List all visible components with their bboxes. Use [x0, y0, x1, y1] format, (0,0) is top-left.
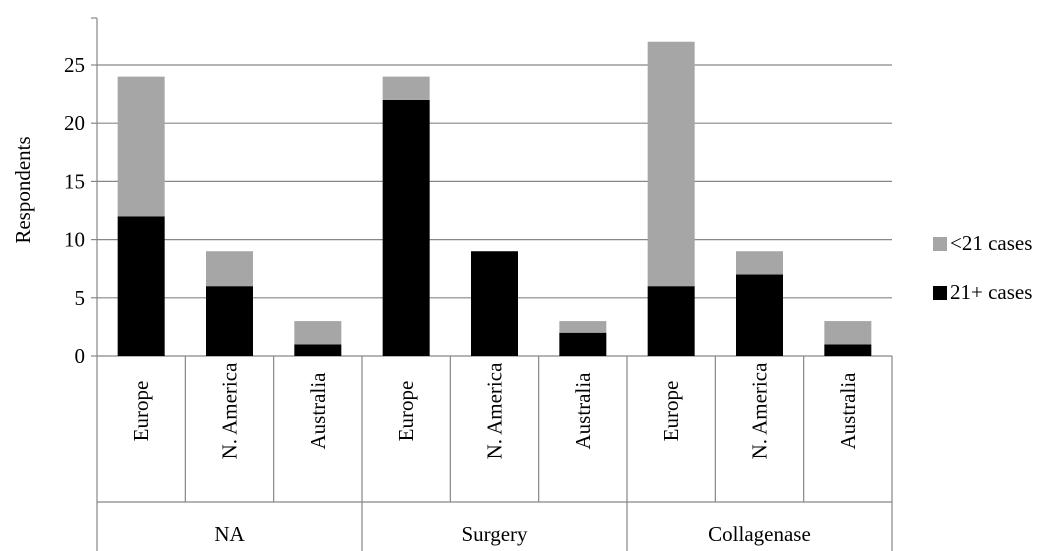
- y-tick-label: 10: [64, 228, 85, 252]
- bar-segment: [736, 251, 783, 275]
- y-tick-labels: 0 5 10 15 20 25: [64, 53, 85, 368]
- bar-segment: [647, 41, 695, 287]
- x-category-label: N. America: [483, 362, 507, 459]
- y-tick-label: 25: [64, 53, 85, 77]
- x-category-label: N. America: [748, 362, 772, 459]
- bars: [117, 41, 872, 357]
- x-group-label: NA: [214, 522, 245, 546]
- x-category-label: Europe: [659, 381, 683, 442]
- x-category-label: Europe: [394, 381, 418, 442]
- y-tick-label: 5: [75, 286, 86, 310]
- bar-segment: [736, 274, 783, 356]
- bar-segment: [824, 344, 872, 356]
- y-tick-label: 15: [64, 169, 85, 193]
- bar-segment: [382, 99, 430, 357]
- y-axis-title: Respondents: [11, 136, 35, 243]
- x-group-label: Collagenase: [708, 522, 811, 546]
- x-category-label: Australia: [571, 372, 595, 450]
- legend-swatch: [933, 286, 947, 300]
- legend: <21 cases 21+ cases: [933, 231, 1032, 304]
- bar-segment: [471, 251, 518, 356]
- x-group-label: Surgery: [461, 522, 528, 546]
- bar-segment: [382, 76, 430, 100]
- legend-label: <21 cases: [950, 231, 1032, 255]
- x-category-label: Europe: [129, 381, 153, 442]
- bar-segment: [294, 344, 342, 356]
- bar-segment: [117, 76, 165, 217]
- bar-segment: [294, 321, 342, 345]
- legend-label: 21+ cases: [950, 280, 1032, 304]
- x-category-label: N. America: [218, 362, 242, 459]
- bar-segment: [559, 332, 607, 356]
- y-tick-label: 0: [75, 344, 86, 368]
- bar-segment: [824, 321, 872, 345]
- bar-segment: [206, 251, 253, 287]
- x-category-label: Australia: [836, 372, 860, 450]
- bar-segment: [117, 216, 165, 356]
- y-tick-label: 20: [64, 111, 85, 135]
- bar-segment: [647, 286, 695, 356]
- legend-swatch: [933, 237, 947, 251]
- x-category-label: Australia: [306, 372, 330, 450]
- bar-segment: [206, 286, 253, 356]
- x-category-labels: Europe N. America Australia Europe N. Americ…: [129, 362, 860, 546]
- bar-segment: [559, 321, 607, 333]
